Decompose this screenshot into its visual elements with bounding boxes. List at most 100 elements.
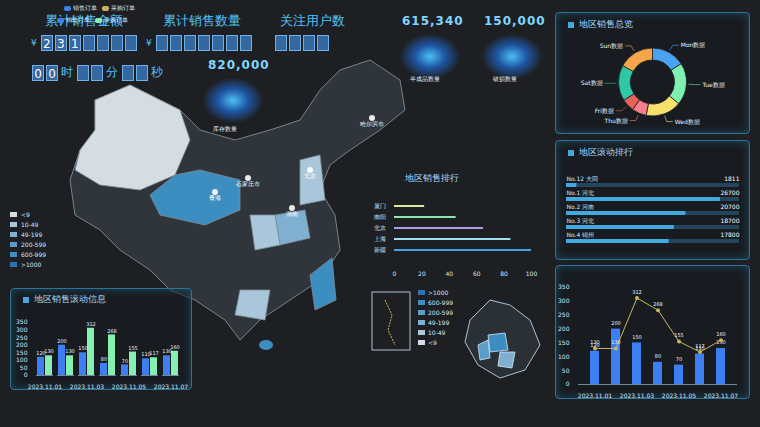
svg-text:Wed数据: Wed数据 [675,118,700,125]
svg-text:No.12 大同: No.12 大同 [567,175,599,182]
svg-text:155: 155 [674,332,684,338]
svg-text:160: 160 [716,331,726,337]
svg-text:Fri数据: Fri数据 [595,107,614,114]
svg-text:17800: 17800 [720,231,739,238]
svg-text:10-49: 10-49 [21,221,39,228]
html-text:分: 分 [106,65,118,79]
svg-text:155: 155 [128,345,138,351]
svg-text:200: 200 [611,320,621,326]
svg-text:1811: 1811 [724,175,739,182]
svg-text:312: 312 [86,321,96,327]
svg-text:200: 200 [16,341,28,348]
svg-text:250: 250 [558,311,570,318]
svg-text:312: 312 [632,289,642,295]
svg-text:49-199: 49-199 [428,319,449,326]
html-text:累计销售数量: 累计销售数量 [163,13,241,28]
svg-text:250: 250 [16,334,28,341]
svg-text:50: 50 [562,367,570,374]
svg-text:Thu数据: Thu数据 [604,117,628,124]
svg-text:新疆: 新疆 [374,246,386,253]
svg-text:0: 0 [393,270,397,277]
svg-text:268: 268 [107,328,117,334]
svg-text:80: 80 [655,353,661,359]
svg-text:0: 0 [24,371,28,378]
svg-text:40: 40 [445,270,453,277]
svg-text:No.1 河北: No.1 河北 [567,189,595,196]
svg-text:130: 130 [590,339,600,345]
svg-text:哈尔滨市: 哈尔滨市 [360,120,384,127]
svg-text:南阳: 南阳 [374,213,386,220]
svg-text:2023.11.03: 2023.11.03 [620,392,655,399]
svg-text:200-599: 200-599 [428,309,453,316]
svg-text:100: 100 [558,353,570,360]
svg-text:150: 150 [78,345,88,351]
svg-text:49-199: 49-199 [21,231,42,238]
svg-text:<9: <9 [21,211,30,218]
svg-text:26700: 26700 [720,189,739,196]
svg-text:70: 70 [122,358,128,364]
svg-text:117: 117 [695,343,705,349]
html-text:615,340: 615,340 [402,14,464,28]
svg-text:350: 350 [16,318,28,325]
svg-text:160: 160 [170,344,180,350]
html-text:820,000: 820,000 [208,58,270,72]
svg-text:600-999: 600-999 [21,251,46,258]
svg-text:80: 80 [101,356,107,362]
svg-text:200-599: 200-599 [21,241,46,248]
svg-text:150: 150 [16,349,28,356]
svg-text:20700: 20700 [720,203,739,210]
svg-text:100: 100 [526,270,538,277]
svg-text:北京: 北京 [374,224,386,231]
svg-text:60: 60 [473,270,481,277]
svg-text:300: 300 [558,297,570,304]
svg-text:20: 20 [418,270,426,277]
svg-text:Tue数据: Tue数据 [701,81,724,88]
svg-text:130: 130 [44,348,54,354]
svg-text:268: 268 [653,301,663,307]
svg-text:湖南: 湖南 [286,210,298,217]
svg-text:石家庄市: 石家庄市 [236,180,260,187]
svg-text:100: 100 [16,356,28,363]
svg-text:200: 200 [57,338,67,344]
svg-text:300: 300 [16,326,28,333]
svg-text:2023.11.07: 2023.11.07 [704,392,739,399]
svg-text:2023.11.05: 2023.11.05 [112,383,147,390]
svg-text:Sat数据: Sat数据 [581,79,603,86]
svg-text:>1000: >1000 [21,261,41,268]
svg-text:10-49: 10-49 [428,329,446,336]
html-text:关注用户数: 关注用户数 [280,13,345,28]
svg-text:厦门: 厦门 [374,202,386,209]
svg-text:130: 130 [611,339,621,345]
svg-text:150: 150 [558,339,570,346]
svg-text:上海: 上海 [374,235,386,242]
svg-text:2023.11.05: 2023.11.05 [662,392,697,399]
svg-text:130: 130 [65,348,75,354]
svg-text:2023.11.07: 2023.11.07 [154,383,189,390]
svg-text:青海: 青海 [209,194,221,201]
svg-text:117: 117 [149,350,159,356]
html-text:¥ 2 3 1: ¥ 2 3 1 [31,36,79,51]
svg-text:Mon数据: Mon数据 [681,41,706,48]
svg-text:Sun数据: Sun数据 [600,42,623,49]
svg-text:No.2 河南: No.2 河南 [567,203,595,210]
svg-text:80: 80 [500,270,508,277]
svg-text:150: 150 [632,334,642,340]
svg-text:2023.11.03: 2023.11.03 [70,383,105,390]
svg-text:0: 0 [566,380,570,387]
svg-text:350: 350 [558,283,570,290]
svg-text:200: 200 [558,325,570,332]
svg-text:No.4 锦州: No.4 锦州 [567,231,595,238]
svg-text:600-999: 600-999 [428,299,453,306]
html-text:0 时: 0 时 [48,65,73,81]
svg-text:北京: 北京 [304,172,316,179]
svg-text:18700: 18700 [720,217,739,224]
svg-text:2023.11.01: 2023.11.01 [28,383,63,390]
html-text:150,000: 150,000 [484,14,546,28]
svg-text:70: 70 [676,356,682,362]
svg-text:No.3 河北: No.3 河北 [567,217,595,224]
svg-text:<9: <9 [428,339,437,346]
svg-text:>1000: >1000 [428,289,448,296]
html-text:累计销售金额: 累计销售金额 [45,13,123,28]
svg-text:2023.11.01: 2023.11.01 [578,392,613,399]
svg-text:50: 50 [20,364,28,371]
